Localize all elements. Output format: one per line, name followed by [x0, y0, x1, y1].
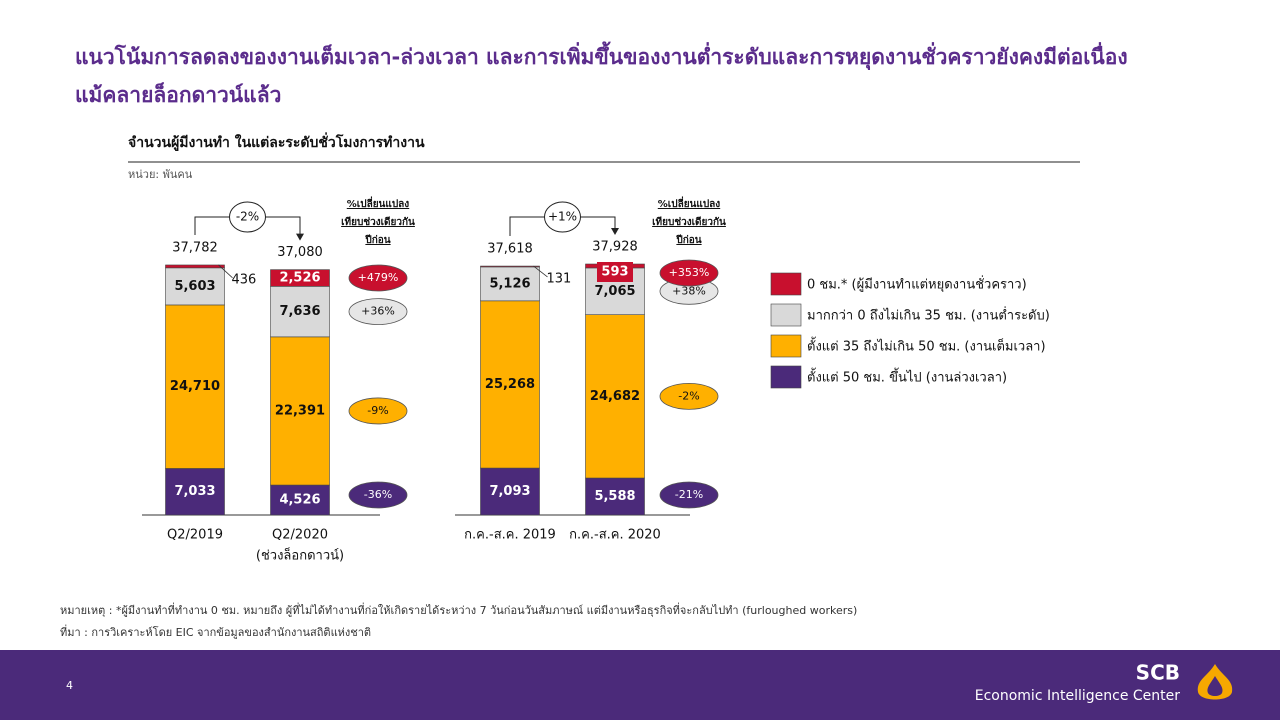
bar-segment: [270, 269, 330, 287]
bar-segment: [270, 336, 330, 486]
note: หมายเหตุ : *ผู้มีงานทำที่ทำงาน 0 ชม. หมา…: [60, 602, 857, 617]
bar-segment: [165, 304, 225, 469]
change-header: ปีก่อน: [676, 234, 702, 246]
legend-swatch: [770, 334, 802, 358]
unit: หน่วย: พันคน: [128, 168, 193, 181]
leader-line: [533, 265, 548, 278]
bar-segment: [585, 477, 645, 516]
arrow-head: [296, 233, 304, 241]
value-label: 2,526: [279, 270, 320, 285]
bar-segment: [480, 467, 540, 516]
value-label: 5,603: [174, 279, 215, 294]
change-label: +38%: [672, 284, 706, 297]
leader-line: [218, 264, 233, 279]
legend-swatch: [770, 303, 802, 327]
change-label: +36%: [361, 305, 395, 318]
bar-segment: [165, 267, 225, 306]
bar-segment: [480, 300, 540, 469]
value-label: 7,636: [279, 304, 320, 319]
bar-segment: [480, 266, 540, 302]
change-label: -9%: [367, 404, 388, 417]
total-change-badge: [229, 201, 266, 233]
logo: [1197, 664, 1233, 700]
change-label: +479%: [358, 271, 399, 284]
total-label: 37,928: [592, 240, 638, 255]
change-label: -2%: [678, 389, 699, 402]
change-pill: [348, 481, 408, 509]
change-pill: [659, 382, 719, 410]
value-label: 7,033: [174, 484, 215, 499]
change-pill: [348, 264, 408, 292]
slide-title: แนวโน้มการลดลงของงานเต็มเวลา-ล่วงเวลา แล…: [75, 41, 1128, 71]
legend-label: 0 ชม.* (ผู้มีงานทำแต่หยุดงานชั่วคราว): [807, 276, 1027, 293]
x-tick-sublabel: (ช่วงล็อกดาวน์): [256, 546, 344, 564]
total-change-label: -2%: [236, 210, 259, 224]
bar-segment: [165, 468, 225, 516]
value-label: 7,065: [594, 284, 635, 299]
change-header: เทียบช่วงเดียวกัน: [341, 216, 415, 228]
bar-segment: [480, 265, 540, 268]
value-label: 436: [232, 272, 257, 287]
chart-subtitle: จำนวนผู้มีงานทำ ในแต่ละระดับชั่วโมงการทำ…: [128, 132, 425, 151]
bar-segment: [270, 286, 330, 338]
legend-label: ตั้งแต่ 50 ชม. ขึ้นไป (งานล่วงเวลา): [807, 368, 1007, 386]
value-label: 24,682: [590, 389, 640, 404]
source: ที่มา : การวิเคราะห์โดย EIC จากข้อมูลของ…: [60, 624, 371, 639]
change-pill: [659, 259, 719, 287]
change-header: ปีก่อน: [365, 234, 391, 246]
bar-segment: [165, 264, 225, 269]
legend-swatch: [770, 365, 802, 389]
total-label: 37,080: [277, 245, 323, 260]
value-label: 4,526: [279, 493, 320, 508]
x-tick-label: Q2/2020: [272, 528, 328, 543]
page-number: 4: [66, 679, 73, 692]
total-change-badge: [544, 201, 581, 233]
legend-swatch: [770, 272, 802, 296]
change-header: เทียบช่วงเดียวกัน: [652, 216, 726, 228]
total-change-label: +1%: [548, 210, 577, 224]
value-label: 24,710: [170, 379, 220, 394]
value-label: 593: [601, 265, 628, 280]
value-label: 5,126: [489, 276, 530, 291]
change-label: -36%: [364, 488, 392, 501]
x-tick-label: ก.ค.-ส.ค. 2020: [569, 528, 661, 543]
change-header: %เปลี่ยนแปลง: [658, 196, 721, 210]
x-tick-label: ก.ค.-ส.ค. 2019: [464, 528, 556, 543]
footer: [0, 650, 1280, 720]
total-label: 37,618: [487, 242, 533, 257]
legend-label: มากกว่า 0 ถึงไม่เกิน 35 ชม. (งานต่ำระดับ…: [807, 307, 1050, 324]
arrow-head: [611, 228, 619, 235]
change-pill: [348, 298, 408, 326]
x-tick-label: Q2/2019: [167, 528, 223, 543]
change-label: -21%: [675, 488, 703, 501]
change-header: %เปลี่ยนแปลง: [347, 196, 410, 210]
brand: SCB: [1136, 661, 1180, 685]
change-pill: [659, 481, 719, 509]
bar-segment: [585, 314, 645, 479]
value-label: 131: [547, 271, 572, 286]
value-label-box: [597, 262, 633, 282]
value-label: 7,093: [489, 484, 530, 499]
value-label: 22,391: [275, 403, 325, 418]
change-label: +353%: [669, 266, 710, 279]
brand-unit: Economic Intelligence Center: [975, 688, 1180, 704]
bar-segment: [270, 484, 330, 516]
slide-title: แม้คลายล็อกดาวน์แล้ว: [75, 81, 281, 107]
total-label: 37,782: [172, 240, 218, 255]
value-label: 25,268: [485, 377, 535, 392]
legend-label: ตั้งแต่ 35 ถึงไม่เกิน 50 ชม. (งานเต็มเวล…: [807, 337, 1046, 355]
value-label: 5,588: [594, 489, 635, 504]
change-pill: [348, 397, 408, 425]
